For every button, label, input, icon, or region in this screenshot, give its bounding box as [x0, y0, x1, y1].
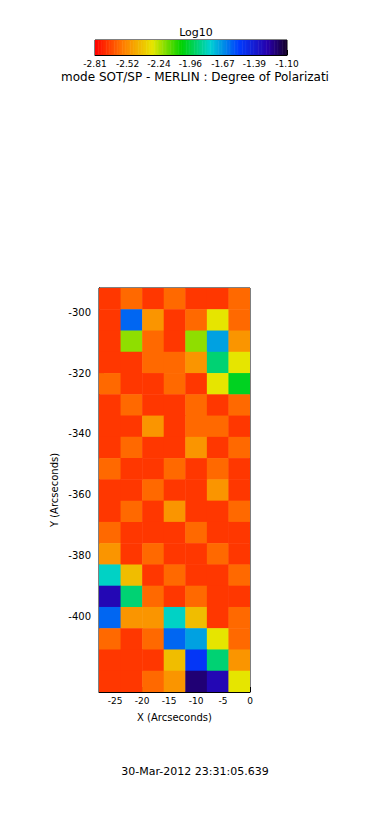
svg-text:-380: -380: [68, 550, 91, 561]
svg-text:-10: -10: [189, 696, 204, 706]
svg-text:30-Mar-2012 23:31:05.639: 30-Mar-2012 23:31:05.639: [121, 765, 268, 778]
svg-text:-300: -300: [68, 307, 91, 318]
svg-text:Log10: Log10: [179, 26, 213, 39]
svg-text:Y (Arcseconds): Y (Arcseconds): [49, 453, 60, 528]
svg-text:X (Arcseconds): X (Arcseconds): [137, 712, 212, 723]
svg-text:-1.96: -1.96: [179, 59, 203, 69]
svg-text:-2.52: -2.52: [116, 59, 139, 69]
svg-text:mode SOT/SP - MERLIN : Degree: mode SOT/SP - MERLIN : Degree of Polariz…: [61, 70, 329, 84]
svg-text:-2.81: -2.81: [83, 59, 106, 69]
svg-text:-1.10: -1.10: [275, 59, 299, 69]
svg-text:-400: -400: [68, 611, 91, 622]
svg-text:-5: -5: [219, 696, 228, 706]
svg-text:-360: -360: [68, 489, 91, 500]
svg-text:-1.39: -1.39: [243, 59, 267, 69]
svg-text:-320: -320: [68, 368, 91, 379]
svg-text:-340: -340: [68, 428, 91, 439]
svg-text:-2.24: -2.24: [147, 59, 171, 69]
svg-text:-15: -15: [162, 696, 177, 706]
svg-text:-20: -20: [135, 696, 150, 706]
svg-text:0: 0: [247, 696, 253, 706]
svg-text:-25: -25: [108, 696, 123, 706]
svg-text:-1.67: -1.67: [211, 59, 234, 69]
